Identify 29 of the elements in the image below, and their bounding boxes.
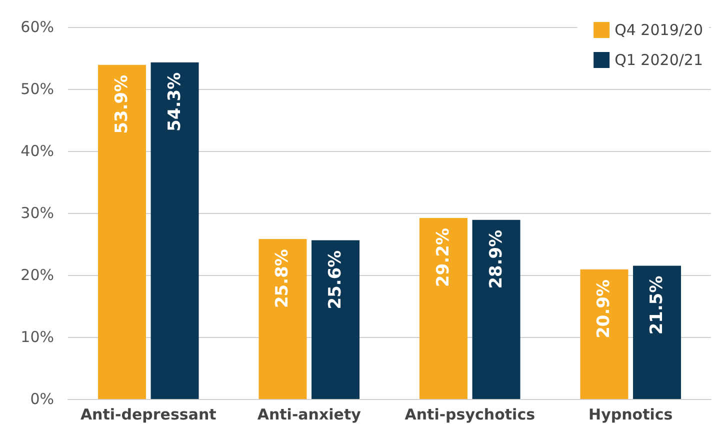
bar (98, 64, 146, 399)
y-tick-label: 50% (20, 80, 54, 98)
y-tick-label: 60% (20, 18, 54, 36)
bar (633, 266, 682, 399)
bar (580, 269, 628, 399)
data-label: 21.5% (647, 276, 668, 335)
data-label: 28.9% (486, 230, 506, 289)
y-tick-label: 20% (20, 266, 54, 284)
bar (419, 218, 468, 399)
y-tick-label: 10% (20, 328, 54, 346)
data-label: 25.8% (272, 249, 293, 308)
x-tick-label: Anti-psychotics (404, 406, 536, 424)
x-tick-label: Anti-anxiety (257, 406, 362, 424)
x-tick-label: Hypnotics (588, 406, 673, 424)
y-tick-label: 30% (20, 204, 54, 222)
data-label: 29.2% (433, 228, 454, 287)
bar (472, 220, 520, 399)
bar (150, 62, 199, 399)
data-label: 20.9% (594, 279, 614, 338)
y-tick-label: 40% (20, 142, 54, 160)
data-label: 25.6% (326, 250, 346, 310)
bar (312, 240, 360, 399)
x-tick-label: Anti-depressant (80, 406, 216, 424)
bar (258, 239, 307, 399)
legend-label: Q1 2020/21 (614, 51, 704, 69)
y-tick-label: 0% (30, 390, 54, 408)
legend-label: Q4 2019/20 (614, 21, 704, 39)
data-label: 54.3% (164, 72, 185, 132)
data-label: 53.9% (112, 74, 132, 134)
